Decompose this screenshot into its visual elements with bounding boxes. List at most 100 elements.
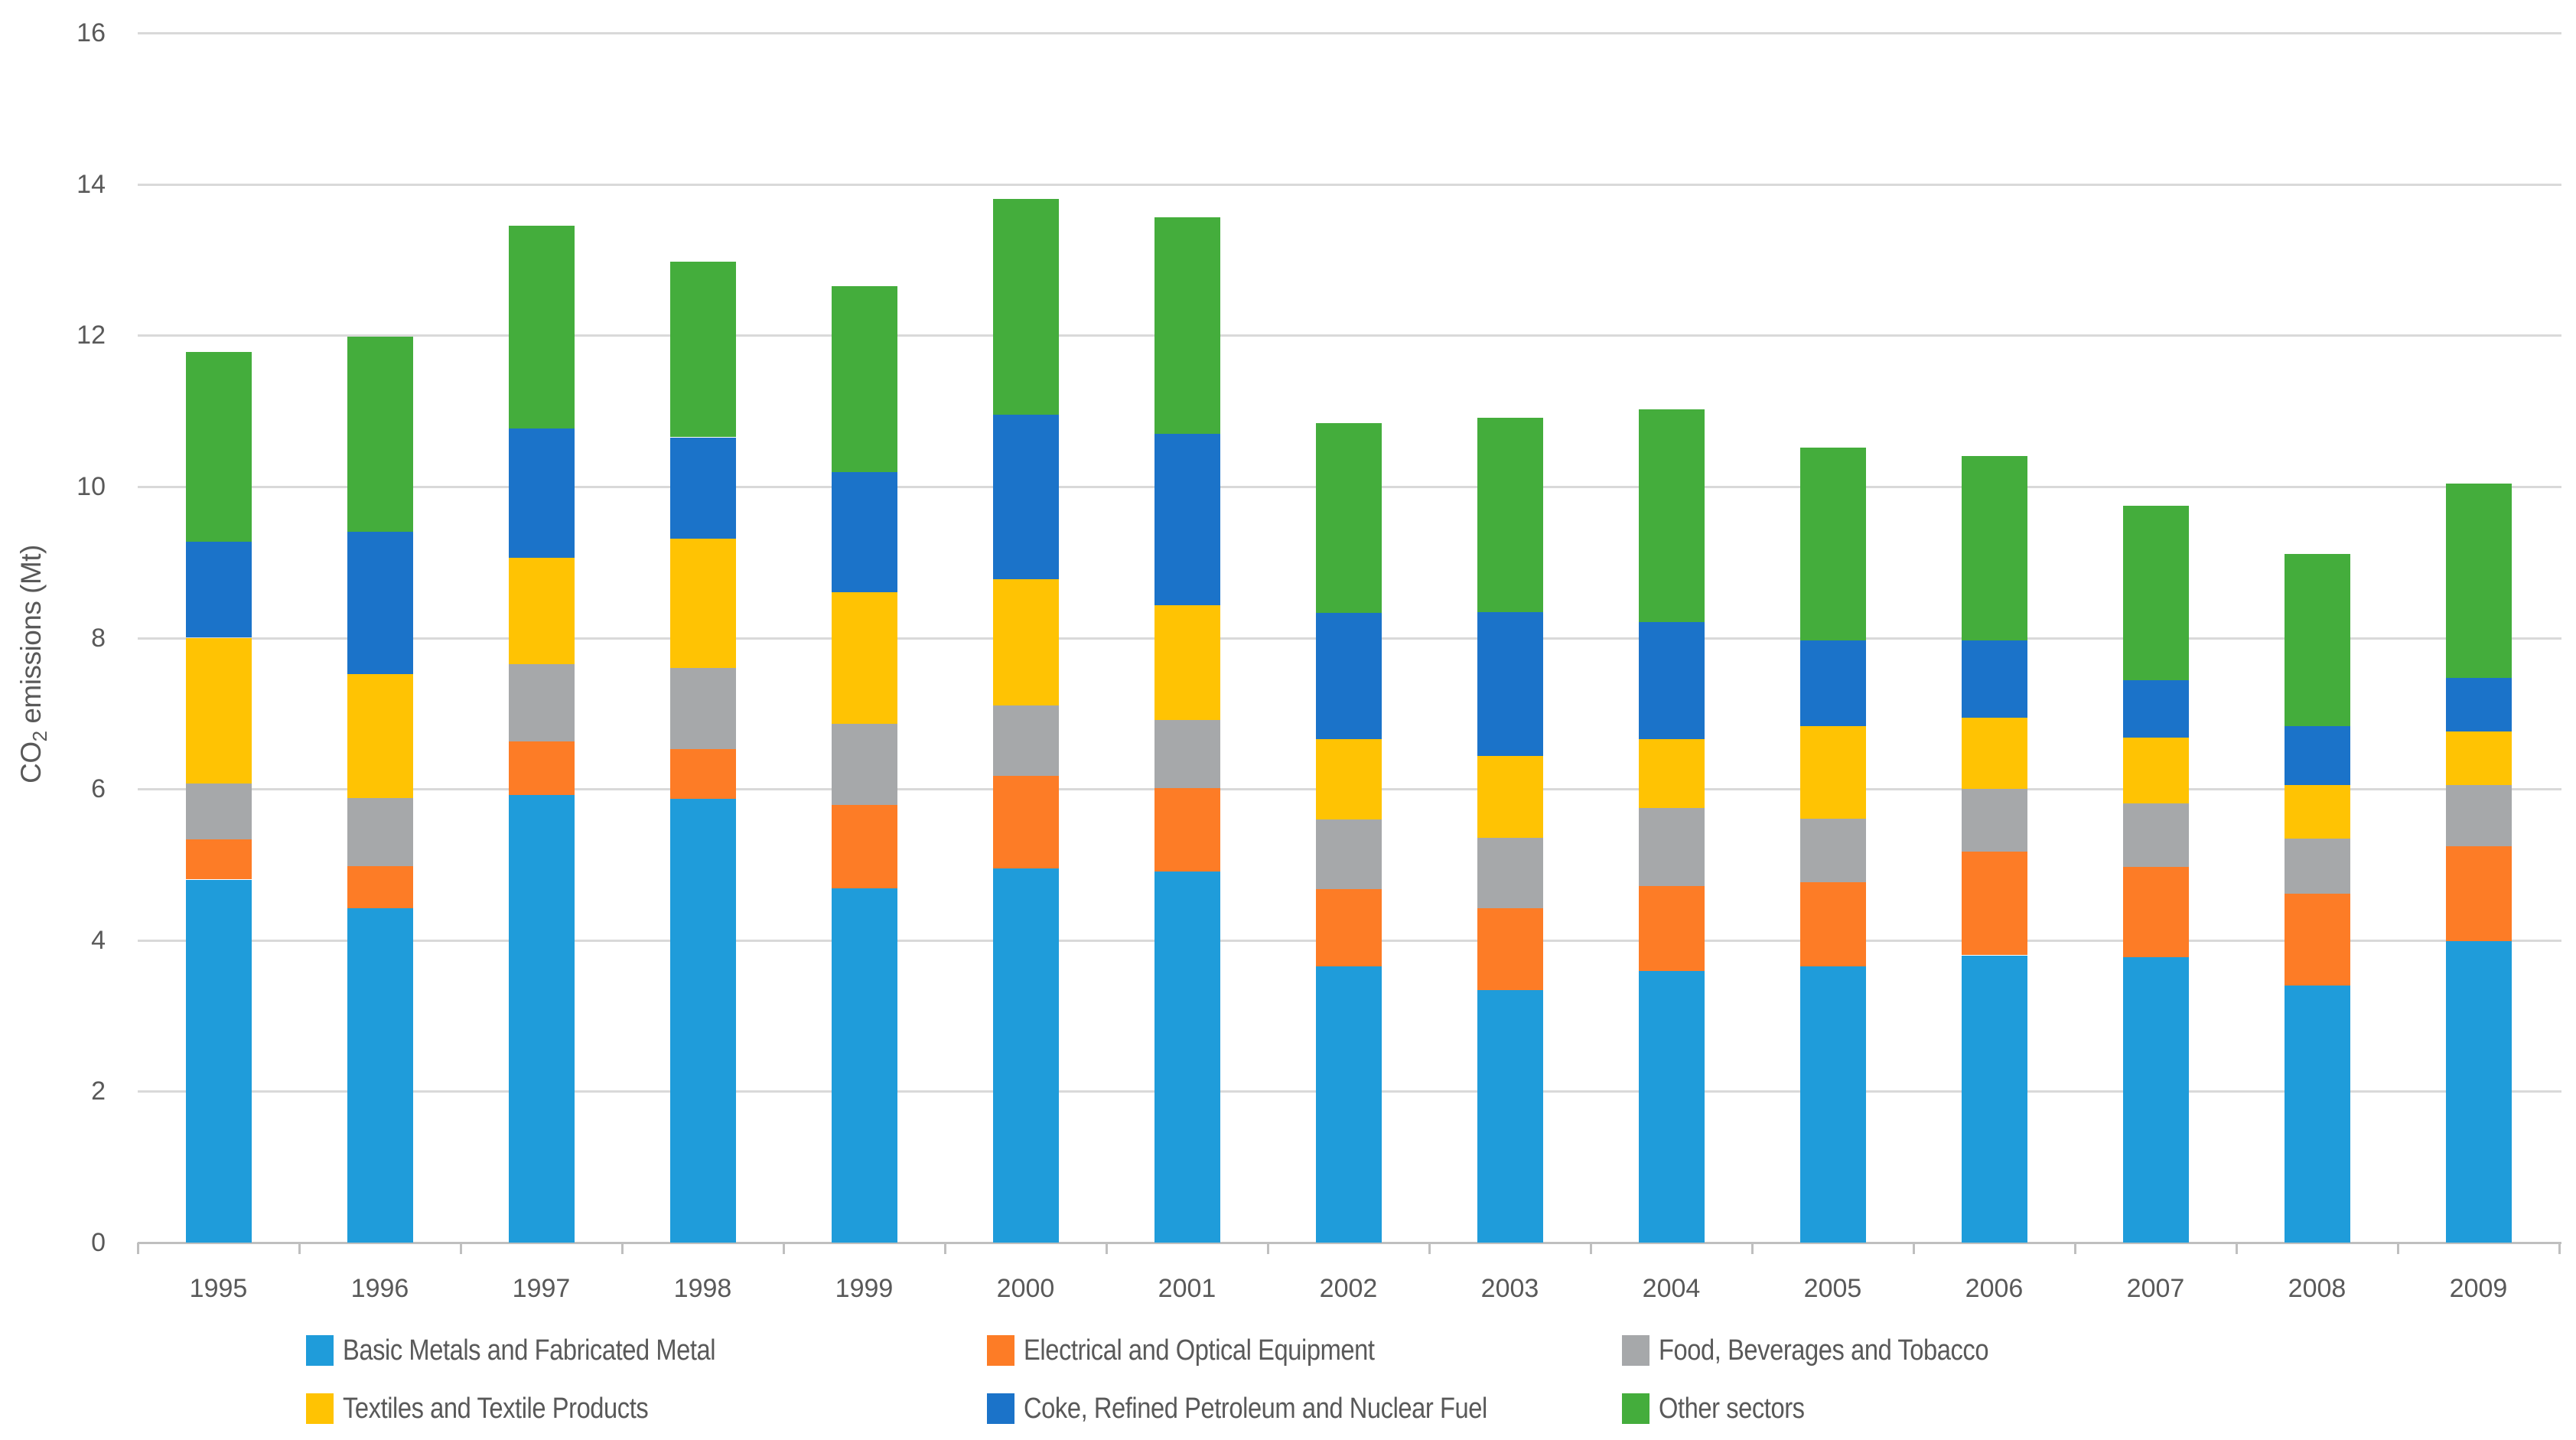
legend-swatch-icon bbox=[306, 1393, 334, 1424]
bar-segment bbox=[509, 558, 575, 664]
y-tick-label: 4 bbox=[91, 926, 106, 955]
bar-segment bbox=[2123, 738, 2189, 803]
bar-segment bbox=[2123, 506, 2189, 680]
bar-segment bbox=[1154, 605, 1220, 720]
bar-segment bbox=[2123, 867, 2189, 957]
bar-segment bbox=[2285, 554, 2350, 726]
bar-segment bbox=[1477, 990, 1543, 1243]
bar-segment bbox=[509, 741, 575, 795]
bar-segment bbox=[1154, 434, 1220, 605]
bar-segment bbox=[1477, 756, 1543, 838]
gridline bbox=[138, 32, 2561, 34]
legend-item: Other sectors bbox=[1622, 1391, 1829, 1426]
bar-segment bbox=[2285, 785, 2350, 839]
y-tick-label: 8 bbox=[91, 624, 106, 653]
y-tick-label: 12 bbox=[77, 321, 106, 350]
x-axis-tick bbox=[783, 1243, 785, 1254]
x-tick-label: 2005 bbox=[1803, 1274, 1862, 1303]
x-axis-tick bbox=[1428, 1243, 1431, 1254]
bar-segment bbox=[1800, 819, 1866, 882]
bar-segment bbox=[347, 532, 413, 674]
x-axis-tick bbox=[298, 1243, 301, 1254]
legend-label: Basic Metals and Fabricated Metal bbox=[343, 1334, 716, 1367]
bar-segment bbox=[1962, 718, 2027, 789]
bar-segment bbox=[1639, 739, 1705, 808]
bar-segment bbox=[993, 868, 1059, 1243]
x-tick-label: 2003 bbox=[1480, 1274, 1539, 1303]
bar-segment bbox=[2123, 680, 2189, 738]
bar-segment bbox=[2285, 986, 2350, 1243]
bar-segment bbox=[2285, 894, 2350, 986]
bar-segment bbox=[670, 539, 736, 668]
bar-segment bbox=[1154, 217, 1220, 434]
x-axis-tick bbox=[1751, 1243, 1754, 1254]
y-axis-title: CO2 emissions (Mt) bbox=[15, 545, 52, 784]
y-tick-label: 6 bbox=[91, 774, 106, 803]
bar-segment bbox=[1962, 852, 2027, 955]
bar-segment bbox=[1639, 808, 1705, 886]
bar-segment bbox=[1962, 789, 2027, 852]
bar-segment bbox=[1800, 966, 1866, 1243]
bar-segment bbox=[1800, 882, 1866, 966]
bar-segment bbox=[832, 724, 897, 805]
bar-segment bbox=[1962, 956, 2027, 1243]
y-tick-label: 10 bbox=[77, 472, 106, 501]
bar-segment bbox=[670, 799, 736, 1243]
legend-item: Basic Metals and Fabricated Metal bbox=[306, 1333, 776, 1368]
y-tick-label: 16 bbox=[77, 18, 106, 47]
bar-segment bbox=[1477, 837, 1543, 908]
legend-label: Electrical and Optical Equipment bbox=[1024, 1334, 1375, 1367]
legend-item: Food, Beverages and Tobacco bbox=[1622, 1333, 2042, 1368]
legend-swatch-icon bbox=[987, 1335, 1014, 1366]
bar-segment bbox=[1639, 622, 1705, 739]
y-axis-title-prefix: CO bbox=[15, 741, 47, 784]
gridline bbox=[138, 334, 2561, 337]
bar-segment bbox=[1154, 871, 1220, 1243]
y-axis-title-suffix: emissions (Mt) bbox=[15, 545, 47, 731]
bar-segment bbox=[1477, 418, 1543, 612]
y-tick-label: 2 bbox=[91, 1077, 106, 1106]
bar-segment bbox=[2285, 839, 2350, 894]
x-axis-tick bbox=[1267, 1243, 1269, 1254]
y-tick-label: 14 bbox=[77, 170, 106, 199]
x-axis-tick bbox=[460, 1243, 462, 1254]
x-tick-label: 1998 bbox=[673, 1274, 732, 1303]
legend-label: Coke, Refined Petroleum and Nuclear Fuel bbox=[1024, 1392, 1487, 1425]
legend-item: Coke, Refined Petroleum and Nuclear Fuel bbox=[987, 1391, 1563, 1426]
x-axis-tick bbox=[1590, 1243, 1592, 1254]
bar-segment bbox=[993, 415, 1059, 579]
bar-segment bbox=[2446, 785, 2512, 846]
bar-segment bbox=[670, 749, 736, 799]
x-tick-label: 2007 bbox=[2126, 1274, 2185, 1303]
bar-segment bbox=[1962, 640, 2027, 718]
bar-segment bbox=[509, 664, 575, 741]
x-tick-label: 1997 bbox=[512, 1274, 571, 1303]
x-tick-label: 2004 bbox=[1642, 1274, 1701, 1303]
bar-segment bbox=[1800, 726, 1866, 819]
bar-segment bbox=[670, 668, 736, 749]
legend-swatch-icon bbox=[1622, 1393, 1649, 1424]
bar-segment bbox=[1316, 423, 1382, 613]
x-axis-tick bbox=[2397, 1243, 2399, 1254]
bar-segment bbox=[1800, 448, 1866, 640]
legend-label: Textiles and Textile Products bbox=[343, 1392, 649, 1425]
bar-segment bbox=[347, 866, 413, 908]
x-tick-label: 2000 bbox=[996, 1274, 1055, 1303]
bar-segment bbox=[186, 542, 252, 637]
x-axis-tick bbox=[2074, 1243, 2076, 1254]
bar-segment bbox=[509, 795, 575, 1243]
legend-swatch-icon bbox=[1622, 1335, 1649, 1366]
x-tick-label: 2002 bbox=[1319, 1274, 1378, 1303]
bar-segment bbox=[993, 776, 1059, 868]
bar-segment bbox=[2446, 484, 2512, 678]
bar-segment bbox=[993, 199, 1059, 415]
x-axis-tick bbox=[2558, 1243, 2561, 1254]
bar-segment bbox=[186, 638, 252, 784]
x-axis-tick bbox=[1913, 1243, 1915, 1254]
x-tick-label: 2009 bbox=[2449, 1274, 2508, 1303]
bar-segment bbox=[832, 286, 897, 472]
x-axis-tick bbox=[1106, 1243, 1108, 1254]
x-tick-label: 1999 bbox=[835, 1274, 894, 1303]
